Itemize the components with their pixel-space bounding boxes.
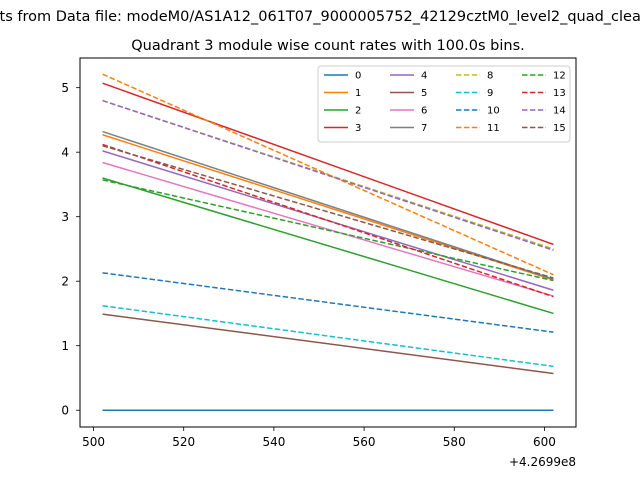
legend-label-2: 2 bbox=[355, 106, 361, 117]
series-line-2 bbox=[102, 177, 554, 315]
legend-label-7: 7 bbox=[421, 123, 427, 134]
legend-label-3: 3 bbox=[355, 123, 361, 134]
x-tick-label: 580 bbox=[443, 435, 466, 449]
legend-label-8: 8 bbox=[487, 71, 493, 82]
legend-box bbox=[317, 65, 571, 143]
series-line-14 bbox=[102, 99, 554, 251]
legend-label-14: 14 bbox=[553, 106, 566, 117]
x-axis-offset-label: +4.2699e8 bbox=[509, 455, 576, 469]
series-line-6 bbox=[102, 161, 554, 297]
x-tick-label: 560 bbox=[353, 435, 376, 449]
y-tick-label: 1 bbox=[61, 339, 69, 353]
series-lines bbox=[102, 73, 554, 411]
legend-label-4: 4 bbox=[421, 71, 427, 82]
legend-label-1: 1 bbox=[355, 88, 361, 99]
legend-label-6: 6 bbox=[421, 106, 427, 117]
legend-label-10: 10 bbox=[487, 106, 500, 117]
legend-label-0: 0 bbox=[355, 71, 361, 82]
y-tick-label: 3 bbox=[61, 210, 69, 224]
series-line-13 bbox=[102, 143, 554, 298]
legend-label-15: 15 bbox=[553, 123, 566, 134]
x-tick-label: 520 bbox=[172, 435, 195, 449]
y-tick-label: 0 bbox=[61, 404, 69, 418]
legend-label-9: 9 bbox=[487, 88, 493, 99]
chart-title: Quadrant 3 module wise count rates with … bbox=[131, 38, 525, 54]
series-line-11 bbox=[102, 73, 554, 276]
figure-suptitle: Counts from Data file: modeM0/AS1A12_061… bbox=[0, 9, 640, 25]
series-line-5 bbox=[102, 313, 554, 375]
series-line-3 bbox=[102, 82, 554, 246]
legend-label-13: 13 bbox=[553, 88, 566, 99]
y-tick-label: 4 bbox=[61, 146, 69, 160]
x-tick-label: 600 bbox=[533, 435, 556, 449]
series-line-9 bbox=[102, 304, 554, 368]
x-axis: 500 520 540 560 580 600 bbox=[82, 427, 556, 449]
y-axis: 0 1 2 3 4 5 bbox=[61, 81, 80, 418]
legend-label-12: 12 bbox=[553, 71, 566, 82]
series-line-15 bbox=[102, 145, 554, 279]
y-tick-label: 5 bbox=[61, 81, 69, 95]
series-line-12 bbox=[102, 179, 554, 282]
y-tick-label: 2 bbox=[61, 275, 69, 289]
series-line-10 bbox=[102, 272, 554, 333]
legend-label-5: 5 bbox=[421, 88, 427, 99]
x-tick-label: 540 bbox=[262, 435, 285, 449]
series-line-7 bbox=[102, 130, 554, 280]
x-tick-label: 500 bbox=[82, 435, 105, 449]
legend-label-11: 11 bbox=[487, 123, 500, 134]
